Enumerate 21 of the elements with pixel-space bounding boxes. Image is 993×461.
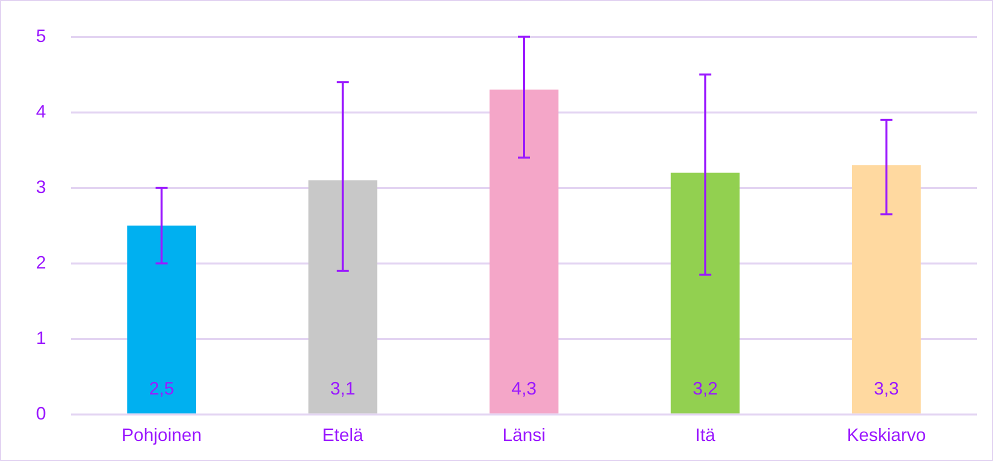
x-tick-label: Etelä [322,425,364,446]
bar [490,90,558,414]
x-tick-label: Pohjoinen [122,425,202,446]
bar [852,165,921,414]
x-tick-label: Keskiarvo [846,425,926,446]
x-tick-label: Länsi [502,425,546,446]
bar [670,172,740,414]
y-tick-label: 0 [36,403,46,424]
data-label: 3,1 [330,378,356,398]
data-label: 2,5 [149,378,174,398]
y-tick-label: 4 [36,101,46,122]
data-label: 3,2 [692,378,718,398]
bar [127,226,196,414]
bar [308,180,378,414]
y-tick-label: 2 [36,252,46,272]
data-label: 4,3 [511,378,537,398]
y-tick-label: 3 [36,176,46,197]
y-tick-label: 5 [36,26,46,46]
data-label: 3,3 [874,378,899,398]
x-tick-label: Itä [695,425,716,446]
y-tick-label: 1 [36,328,46,348]
